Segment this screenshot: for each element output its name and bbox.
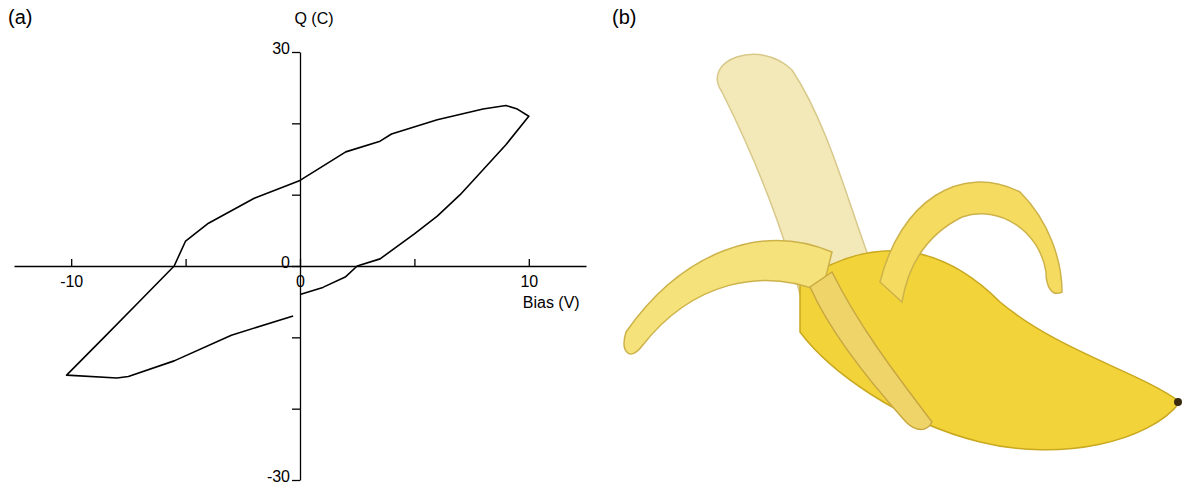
banana-peel-right	[880, 182, 1062, 302]
panel-label: (a)	[8, 6, 32, 28]
y-tick-mark	[292, 52, 300, 53]
y-tick-label: 30	[272, 40, 290, 57]
x-tick	[186, 259, 187, 266]
x-tick-mark	[414, 259, 415, 266]
y-tick	[292, 123, 300, 124]
y-tick: 30	[272, 40, 300, 57]
y-axis-title: Q (C)	[294, 10, 333, 27]
y-tick-mark	[292, 409, 300, 410]
x-tick-mark	[71, 259, 72, 266]
panel-label: (b)	[612, 6, 636, 28]
x-tick: 10	[520, 259, 538, 290]
y-tick-mark	[292, 480, 300, 481]
banana-peel-left	[624, 241, 832, 354]
x-tick-label: 10	[520, 273, 538, 290]
y-tick-mark	[292, 123, 300, 124]
y-tick-mark	[292, 195, 300, 196]
banana-image	[624, 54, 1182, 449]
banana-peel-front	[810, 272, 932, 430]
y-axis: -30 0 30	[267, 40, 301, 485]
y-tick-mark	[292, 266, 300, 267]
hysteresis-curve	[67, 106, 529, 378]
y-axis-line	[300, 53, 301, 481]
y-tick-label: -30	[267, 468, 290, 485]
x-axis-title: Bias (V)	[523, 294, 580, 311]
y-tick-mark	[292, 337, 300, 338]
y-tick-label: 0	[281, 254, 290, 271]
y-tick: -30	[267, 468, 300, 485]
x-tick	[414, 259, 415, 266]
y-tick	[292, 337, 300, 338]
x-tick-label: -10	[60, 273, 83, 290]
x-tick-mark	[529, 259, 530, 266]
x-tick-mark	[185, 259, 186, 266]
figure: (a) (b) -10 0 10 -30 0 30 Q (C) Bias (V)	[0, 0, 1188, 486]
y-tick	[292, 195, 300, 196]
y-tick: 0	[281, 254, 300, 271]
x-tick: -10	[60, 259, 83, 290]
banana-body	[800, 251, 1180, 450]
plot-area	[67, 106, 529, 378]
banana-tip	[1174, 398, 1182, 406]
y-tick	[292, 409, 300, 410]
